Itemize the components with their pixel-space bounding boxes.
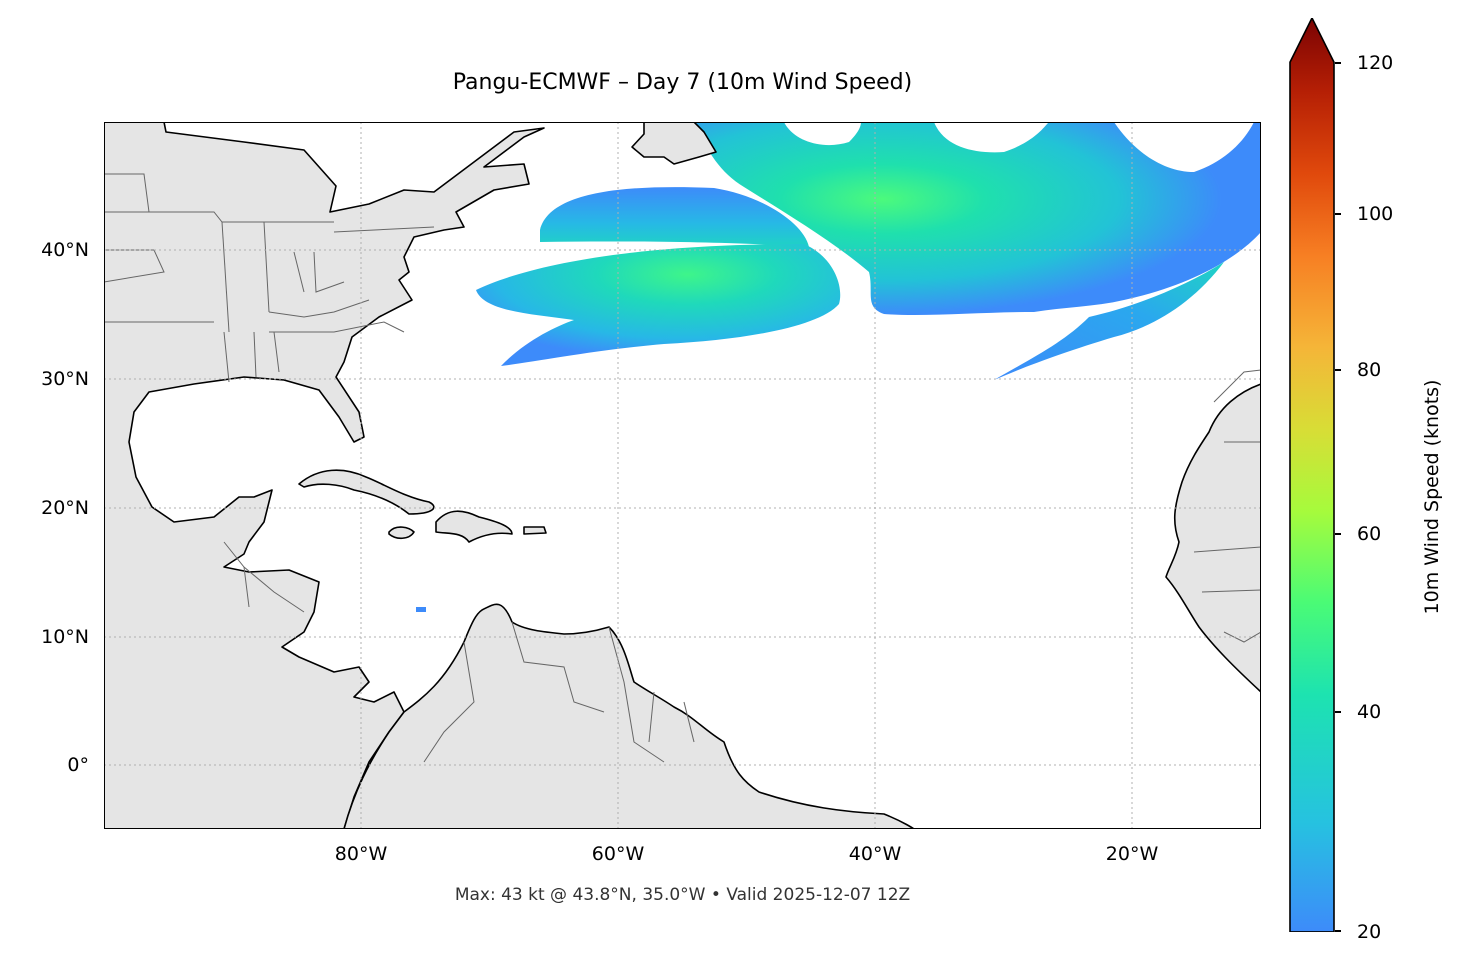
land-newfoundland [631,122,717,165]
wind-swath-west-north [540,187,809,247]
colorbar-tick [1335,213,1341,215]
wind-swath-east-top-gap2 [784,122,861,146]
x-tick-label: 40°W [848,843,902,865]
colorbar-tick-label: 100 [1357,203,1394,225]
land-puerto-rico [523,526,547,535]
wind-swath-east-top-gap3 [1114,122,1254,172]
colorbar-tick-label: 80 [1357,359,1382,381]
colorbar-label: 10m Wind Speed (knots) [1421,379,1443,615]
y-tick-label: 30°N [41,368,89,390]
wind-swath-east-top-gap [934,122,1049,153]
land-cuba [298,469,435,515]
land [104,122,1261,829]
colorbar-tick [1335,711,1341,713]
x-tick-label: 80°W [334,843,388,865]
wind-field [416,122,1261,612]
max-wind-caption: Max: 43 kt @ 43.8°N, 35.0°W • Valid 2025… [454,885,911,905]
colorbar-tick [1335,62,1341,64]
wind-swath-tail [994,262,1224,380]
y-tick-label: 20°N [41,497,89,519]
chart-title: Pangu-ECMWF – Day 7 (10m Wind Speed) [452,70,913,95]
colorbar-tick-label: 120 [1357,52,1394,74]
colorbar-tick [1335,930,1341,932]
map-canvas [104,122,1261,829]
colorbar-tick [1335,369,1341,371]
land-jamaica [388,526,415,540]
land-africa [1165,383,1261,693]
colorbar-tick-label: 60 [1357,523,1382,545]
wind-swath-east [696,122,1261,315]
wind-spot-caribbean [416,607,426,612]
colorbar [1289,18,1335,932]
y-tick-label: 0° [67,754,89,776]
y-tick-label: 40°N [41,239,89,261]
x-tick-label: 60°W [591,843,645,865]
colorbar-tick [1335,533,1341,535]
colorbar-tick-label: 20 [1357,921,1382,943]
wind-swath-west-south [476,244,841,366]
borders [104,173,1261,763]
y-tick-label: 10°N [41,626,89,648]
land-south-america [343,603,915,829]
x-tick-label: 20°W [1105,843,1159,865]
map-axes [104,122,1261,829]
land-hispaniola [435,510,513,543]
colorbar-tick-label: 40 [1357,701,1382,723]
